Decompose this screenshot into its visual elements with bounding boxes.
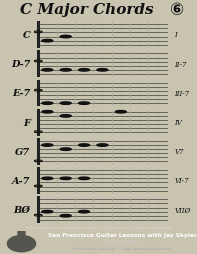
Circle shape [79,103,90,105]
Circle shape [60,36,71,39]
Circle shape [42,69,53,72]
Text: A-7: A-7 [12,176,30,185]
Circle shape [60,215,71,217]
Text: VIIØ: VIIØ [174,206,191,214]
Circle shape [60,115,71,118]
Text: E-7: E-7 [12,89,30,98]
Text: ©2012 Jay Skyler: ©2012 Jay Skyler [103,240,141,243]
Circle shape [42,40,53,43]
Circle shape [42,177,53,180]
Circle shape [42,111,53,114]
FancyBboxPatch shape [18,232,25,237]
Ellipse shape [7,235,35,252]
Circle shape [79,69,90,72]
Circle shape [97,69,108,72]
Text: III-7: III-7 [174,89,190,98]
Text: C Major Chords: C Major Chords [20,3,153,17]
Text: F: F [23,118,30,127]
Text: b= Flat  n= Natural  #= Sharp  M= Major  m= Minor  B= Half Diminished  O= Dimini: b= Flat n= Natural #= Sharp M= Major m= … [26,225,171,229]
Text: G7: G7 [15,147,30,156]
Text: VI-7: VI-7 [174,177,189,185]
Text: For Personal Use Only  •  http://www.JaySkyler.com: For Personal Use Only • http://www.JaySk… [72,246,172,250]
Text: D-7: D-7 [11,60,30,69]
Circle shape [60,148,71,151]
Circle shape [79,211,90,213]
Circle shape [42,103,53,105]
Text: IV: IV [174,119,182,126]
Circle shape [60,103,71,105]
Circle shape [60,69,71,72]
Circle shape [42,144,53,147]
Text: BØ: BØ [13,205,30,214]
Text: II-7: II-7 [174,60,187,68]
Circle shape [97,144,108,147]
Circle shape [79,177,90,180]
Circle shape [79,144,90,147]
Circle shape [115,111,126,114]
Text: ⑥: ⑥ [169,1,183,19]
Text: I: I [174,31,177,39]
Circle shape [42,211,53,213]
Circle shape [60,177,71,180]
Text: V7: V7 [174,148,184,156]
Text: C: C [23,31,30,40]
Text: San Francisco Guitar Lessons with Jay Skyler: San Francisco Guitar Lessons with Jay Sk… [48,232,197,237]
